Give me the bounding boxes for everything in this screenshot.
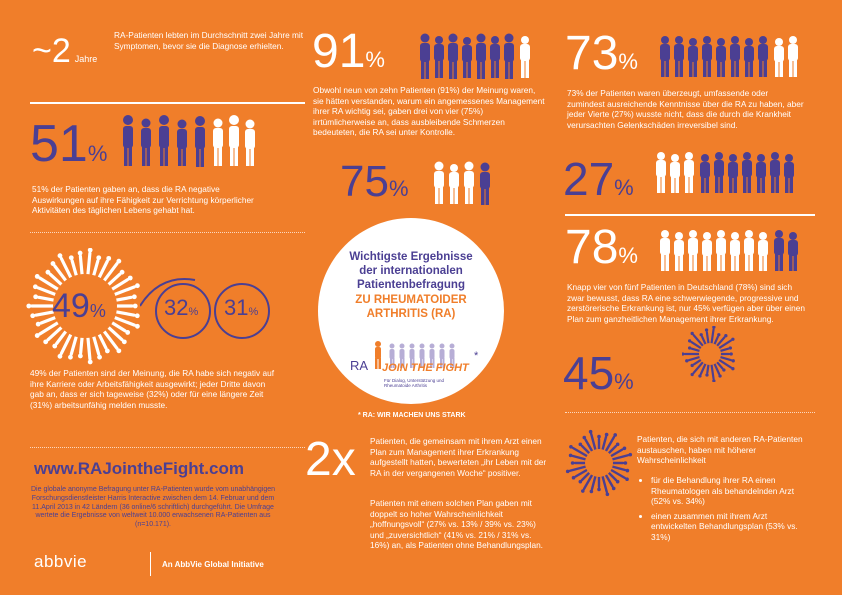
unit: % xyxy=(614,369,634,394)
logo-ra: RA xyxy=(350,358,369,373)
logo-asterisk: * xyxy=(474,350,479,362)
dotted-divider xyxy=(30,447,305,448)
stat-exchange-bullets: für die Behandlung ihrer RA einen Rheuma… xyxy=(637,475,807,547)
center-title: Wichtigste Ergebnisse der internationale… xyxy=(349,251,473,291)
unit: % xyxy=(248,306,259,318)
stat-78-text: Knapp vier von fünf Patienten in Deutsch… xyxy=(567,282,805,324)
sunburst-icon xyxy=(682,326,735,382)
stat-31-number: 31% xyxy=(224,297,258,319)
unit: Jahre xyxy=(74,54,98,64)
stat-2x-text-a: Patienten, die gemeinsam mit ihrem Arzt … xyxy=(370,436,547,478)
number: 49 xyxy=(52,287,90,325)
number: 45 xyxy=(563,347,615,399)
stat-45-number: 45% xyxy=(563,350,634,396)
fighter-figures-icon xyxy=(375,341,455,369)
people-group-icon xyxy=(656,152,794,193)
number: 32 xyxy=(164,295,189,320)
stat-49-text: 49% der Patienten sind der Meinung, die … xyxy=(30,368,274,410)
stat-2-years-number: ~2 Jahre xyxy=(32,34,97,68)
bullet-list: für die Behandlung ihrer RA einen Rheuma… xyxy=(637,475,807,543)
stat-27-number: 27% xyxy=(563,156,634,202)
divider xyxy=(565,214,815,216)
unit: % xyxy=(618,243,638,268)
number: 51 xyxy=(30,115,88,173)
website-url[interactable]: www.RAJointheFight.com xyxy=(34,459,244,478)
number: ~2 xyxy=(32,32,71,70)
number: 31 xyxy=(224,295,249,320)
logo-main-text: JOIN THE FIGHT xyxy=(382,362,469,374)
list-item: einen zusammen mit ihrem Arzt entwickelt… xyxy=(651,511,807,543)
people-group-icon xyxy=(123,115,255,167)
survey-method-text: Die globale anonyme Befragung unter RA-P… xyxy=(31,486,275,529)
unit: % xyxy=(188,306,199,318)
abbvie-logo: abbvie xyxy=(34,552,88,571)
stat-2x-text-b: Patienten mit einem solchen Plan gaben m… xyxy=(370,498,543,551)
divider xyxy=(30,102,305,104)
stat-78-number: 78% xyxy=(565,224,638,272)
number: 73 xyxy=(565,27,619,80)
join-the-fight-logo: RA JOIN THE FIGHT Für Dialog, Unterstütz… xyxy=(350,340,480,390)
stat-49-number: 49% xyxy=(52,289,106,323)
stat-91-text: Obwohl neun von zehn Patienten (91%) der… xyxy=(313,85,545,138)
stat-75-number: 75% xyxy=(340,160,409,204)
sunburst-people-icon xyxy=(565,429,633,497)
people-group-icon xyxy=(434,161,490,205)
unit: % xyxy=(89,301,106,321)
unit: % xyxy=(365,47,385,72)
center-badge xyxy=(318,218,504,404)
number: 75 xyxy=(340,157,389,206)
unit: % xyxy=(87,141,108,166)
stat-51-text: 51% der Patienten gaben an, dass die RA … xyxy=(32,184,254,216)
stat-exchange-text: Patienten, die sich mit anderen RA-Patie… xyxy=(637,434,803,466)
unit: % xyxy=(388,176,409,201)
people-group-icon xyxy=(660,230,798,271)
sunburst-people-icon xyxy=(26,248,140,365)
stat-91-number: 91% xyxy=(312,28,385,76)
unit: % xyxy=(618,49,638,74)
people-group-icon xyxy=(660,36,798,77)
people-group-icon xyxy=(420,33,530,79)
logo-small-text: Für Dialog, Unterstützung und Rheumatoid… xyxy=(384,378,445,388)
abbvie-tagline: An AbbVie Global Initiative xyxy=(162,560,264,569)
stat-2-years-text: RA-Patienten lebten im Durchschnitt zwei… xyxy=(114,30,304,51)
number: 78 xyxy=(565,221,619,274)
stat-73-number: 73% xyxy=(565,30,638,78)
ring-32 xyxy=(155,283,211,339)
number: 91 xyxy=(312,25,366,78)
number: 27 xyxy=(563,153,615,205)
stat-2x-number: 2x xyxy=(305,433,356,486)
center-subtitle: ZU RHEUMATOIDER ARTHRITIS (RA) xyxy=(355,294,467,320)
dotted-divider xyxy=(565,412,815,413)
list-item: für die Behandlung ihrer RA einen Rheuma… xyxy=(651,475,807,507)
ring-31 xyxy=(214,283,270,339)
footer-separator xyxy=(150,552,151,576)
center-footnote: * RA: WIR MACHEN UNS STARK xyxy=(358,412,466,419)
unit: % xyxy=(614,175,634,200)
connector-lines xyxy=(140,278,196,307)
dotted-divider xyxy=(30,232,305,233)
stat-32-number: 32% xyxy=(164,297,198,319)
stat-51-number: 51% xyxy=(30,118,107,170)
stat-73-text: 73% der Patienten waren überzeugt, umfas… xyxy=(567,88,804,130)
